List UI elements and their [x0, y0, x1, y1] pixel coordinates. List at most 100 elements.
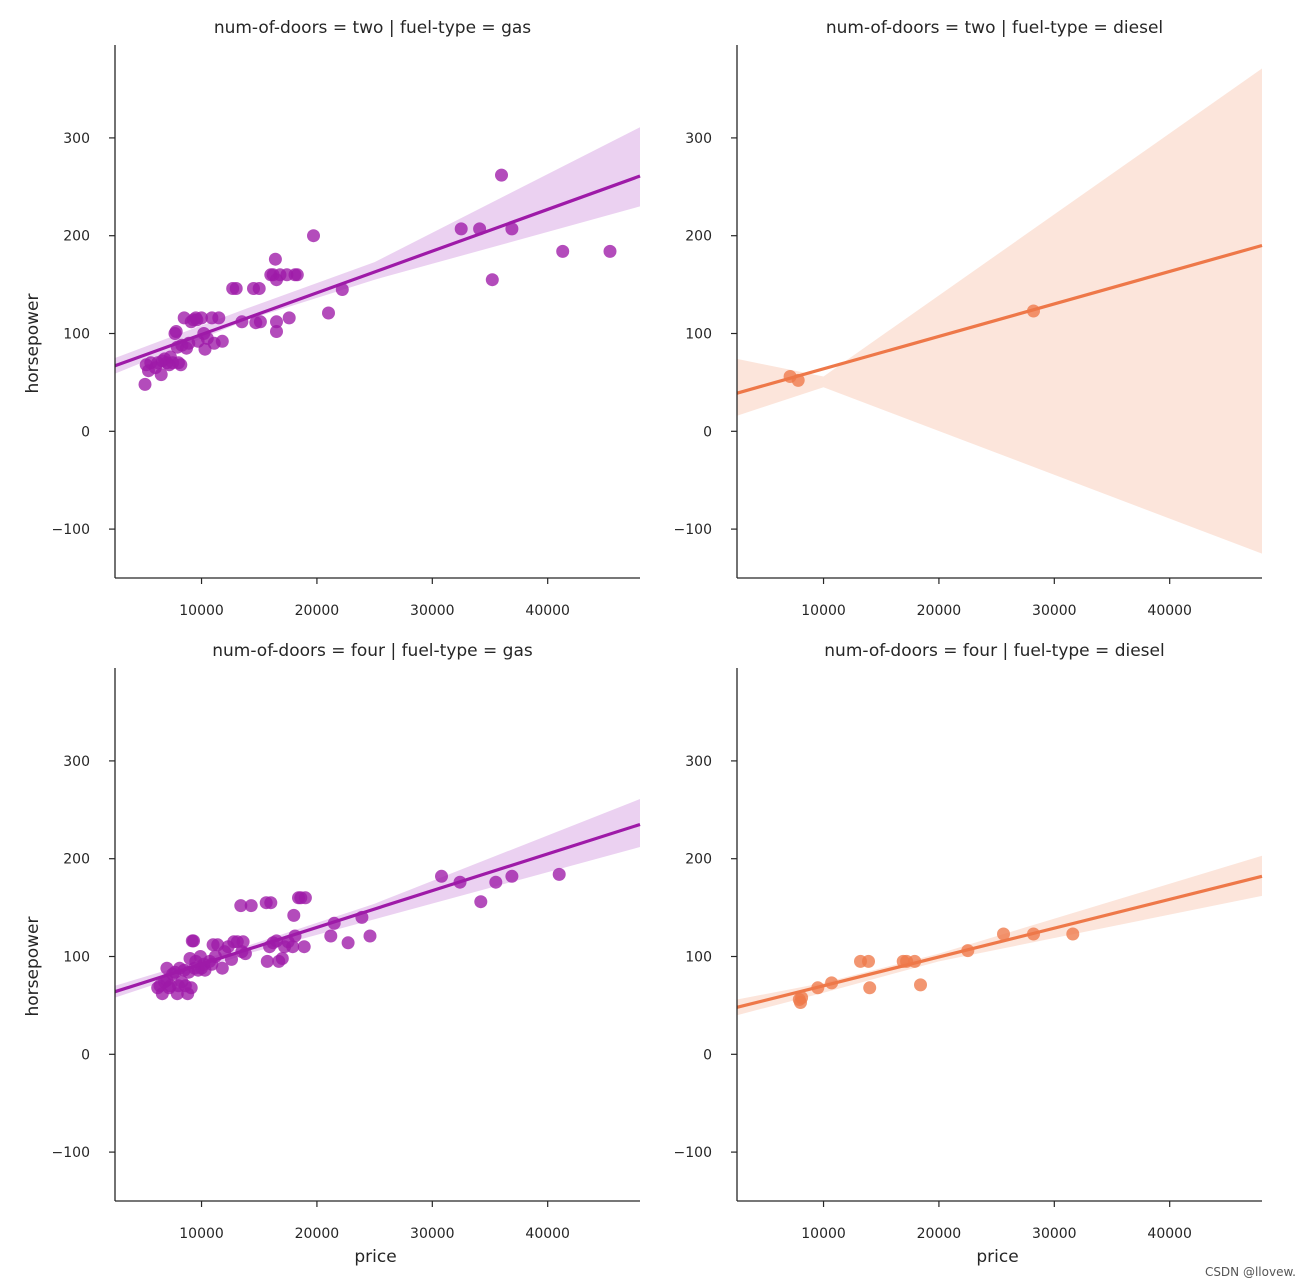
y-tick-label: 0 — [81, 424, 90, 440]
data-point — [341, 936, 355, 950]
x-tick-label: 30000 — [410, 1226, 455, 1242]
y-tick-label: 300 — [63, 754, 90, 770]
y-tick-label: 0 — [81, 1047, 90, 1063]
data-point — [863, 981, 877, 995]
data-point — [556, 244, 570, 258]
data-point — [215, 334, 229, 348]
x-tick-label: 40000 — [525, 1226, 570, 1242]
y-tick-label: 300 — [63, 131, 90, 147]
data-point — [282, 311, 296, 325]
data-point — [287, 908, 301, 922]
confidence-band — [737, 68, 1262, 554]
data-point — [914, 978, 927, 992]
panel-title: num-of-doors = four | fuel-type = diesel — [824, 641, 1164, 661]
panel-title: num-of-doors = two | fuel-type = gas — [214, 18, 531, 38]
data-point — [264, 896, 278, 910]
data-point — [215, 961, 229, 975]
data-point — [154, 368, 168, 382]
data-point — [252, 282, 266, 295]
x-tick-label: 40000 — [1147, 1226, 1192, 1242]
data-point — [286, 940, 300, 954]
y-tick-label: 200 — [685, 229, 712, 245]
x-tick-label: 20000 — [295, 603, 340, 619]
panel-two-diesel: −100 0 100 200 300 10000 20000 30000 40000 num-of… — [674, 18, 1263, 619]
data-point — [270, 315, 283, 329]
y-tick-label: 100 — [685, 950, 712, 966]
data-point — [270, 325, 283, 338]
y-tick-label: −100 — [52, 522, 90, 538]
panel-four-gas: −100 0 100 200 300 10000 20000 30000 40000 num-of… — [23, 641, 641, 1267]
x-tick-label: 40000 — [1147, 603, 1192, 619]
y-tick-label: −100 — [674, 522, 712, 538]
regression-line — [114, 822, 641, 994]
data-point — [474, 895, 488, 909]
x-tick-label: 30000 — [1032, 1226, 1077, 1242]
data-point — [234, 899, 248, 913]
watermark-text: CSDN @llovew. — [1205, 1265, 1296, 1279]
data-point — [253, 315, 267, 329]
y-axis-label: horsepower — [23, 916, 43, 1016]
data-point — [322, 306, 335, 320]
y-tick-label: 200 — [63, 852, 90, 868]
data-point — [187, 934, 200, 948]
confidence-band — [115, 127, 640, 374]
data-point — [229, 282, 243, 295]
x-tick-label: 10000 — [801, 603, 846, 619]
data-point — [505, 869, 519, 883]
data-point — [495, 168, 508, 182]
x-tick-label: 10000 — [179, 1226, 224, 1242]
y-tick-label: −100 — [52, 1145, 90, 1161]
data-point — [138, 377, 152, 391]
data-point — [290, 268, 304, 282]
panel-title: num-of-doors = two | fuel-type = diesel — [826, 18, 1163, 38]
y-tick-label: 300 — [685, 131, 712, 147]
y-tick-label: 300 — [685, 754, 712, 770]
x-tick-label: 20000 — [917, 603, 962, 619]
y-tick-label: 100 — [63, 950, 90, 966]
panel-title: num-of-doors = four | fuel-type = gas — [212, 641, 533, 661]
data-point — [307, 229, 320, 243]
regression-line — [736, 874, 1263, 1009]
regression-line — [736, 243, 1263, 395]
x-axis-label: price — [976, 1247, 1018, 1267]
data-point — [236, 935, 250, 949]
data-point — [997, 927, 1010, 941]
data-point — [795, 991, 809, 1005]
x-tick-label: 10000 — [801, 1226, 846, 1242]
data-point — [298, 891, 312, 905]
data-point — [552, 867, 566, 881]
x-axis-label: price — [354, 1247, 396, 1267]
y-tick-label: 100 — [685, 327, 712, 343]
y-tick-label: −100 — [674, 1145, 712, 1161]
x-tick-label: 20000 — [917, 1226, 962, 1242]
y-tick-label: 200 — [63, 229, 90, 245]
data-point — [198, 342, 212, 356]
y-tick-label: 100 — [63, 327, 90, 343]
x-tick-label: 30000 — [1032, 603, 1077, 619]
data-point — [324, 929, 338, 943]
y-tick-label: 200 — [685, 852, 712, 868]
data-point — [485, 273, 499, 287]
panel-two-gas: −100 0 100 200 300 10000 20000 30000 40000 num-of… — [23, 18, 641, 619]
data-point — [435, 869, 448, 883]
data-point — [1066, 927, 1080, 941]
data-point — [268, 252, 282, 266]
data-point — [297, 940, 311, 954]
y-tick-label: 0 — [703, 1047, 712, 1063]
y-axis-label: horsepower — [23, 293, 43, 393]
data-point — [195, 311, 208, 325]
data-point — [454, 222, 468, 236]
x-tick-label: 20000 — [295, 1226, 340, 1242]
data-point — [489, 875, 503, 889]
data-point — [169, 325, 183, 338]
regression-line — [114, 174, 641, 368]
data-point — [260, 954, 274, 968]
data-point — [603, 244, 617, 258]
data-point — [244, 899, 258, 913]
data-point — [184, 981, 198, 995]
panel-four-diesel: −100 0 100 200 300 10000 20000 30000 40000 num-of… — [674, 641, 1263, 1267]
y-tick-label: 0 — [703, 424, 712, 440]
x-tick-label: 30000 — [410, 603, 455, 619]
data-point — [275, 952, 289, 965]
